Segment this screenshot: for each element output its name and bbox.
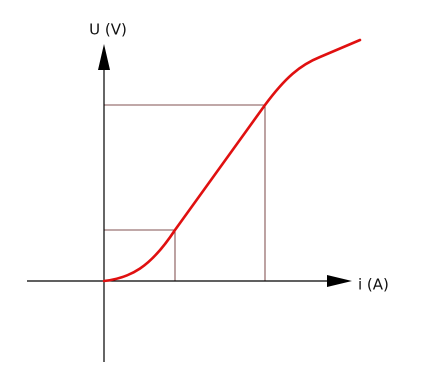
- guide-line: [104, 104, 266, 281]
- x-axis-label: i (A): [358, 276, 389, 294]
- guide-lines: [104, 104, 266, 281]
- guide-line: [104, 229, 176, 281]
- u-i-curve: [102, 38, 362, 283]
- y-axis-label: U (V): [89, 21, 127, 39]
- y-axis-arrow: [98, 44, 110, 70]
- x-axis-arrow: [327, 275, 352, 287]
